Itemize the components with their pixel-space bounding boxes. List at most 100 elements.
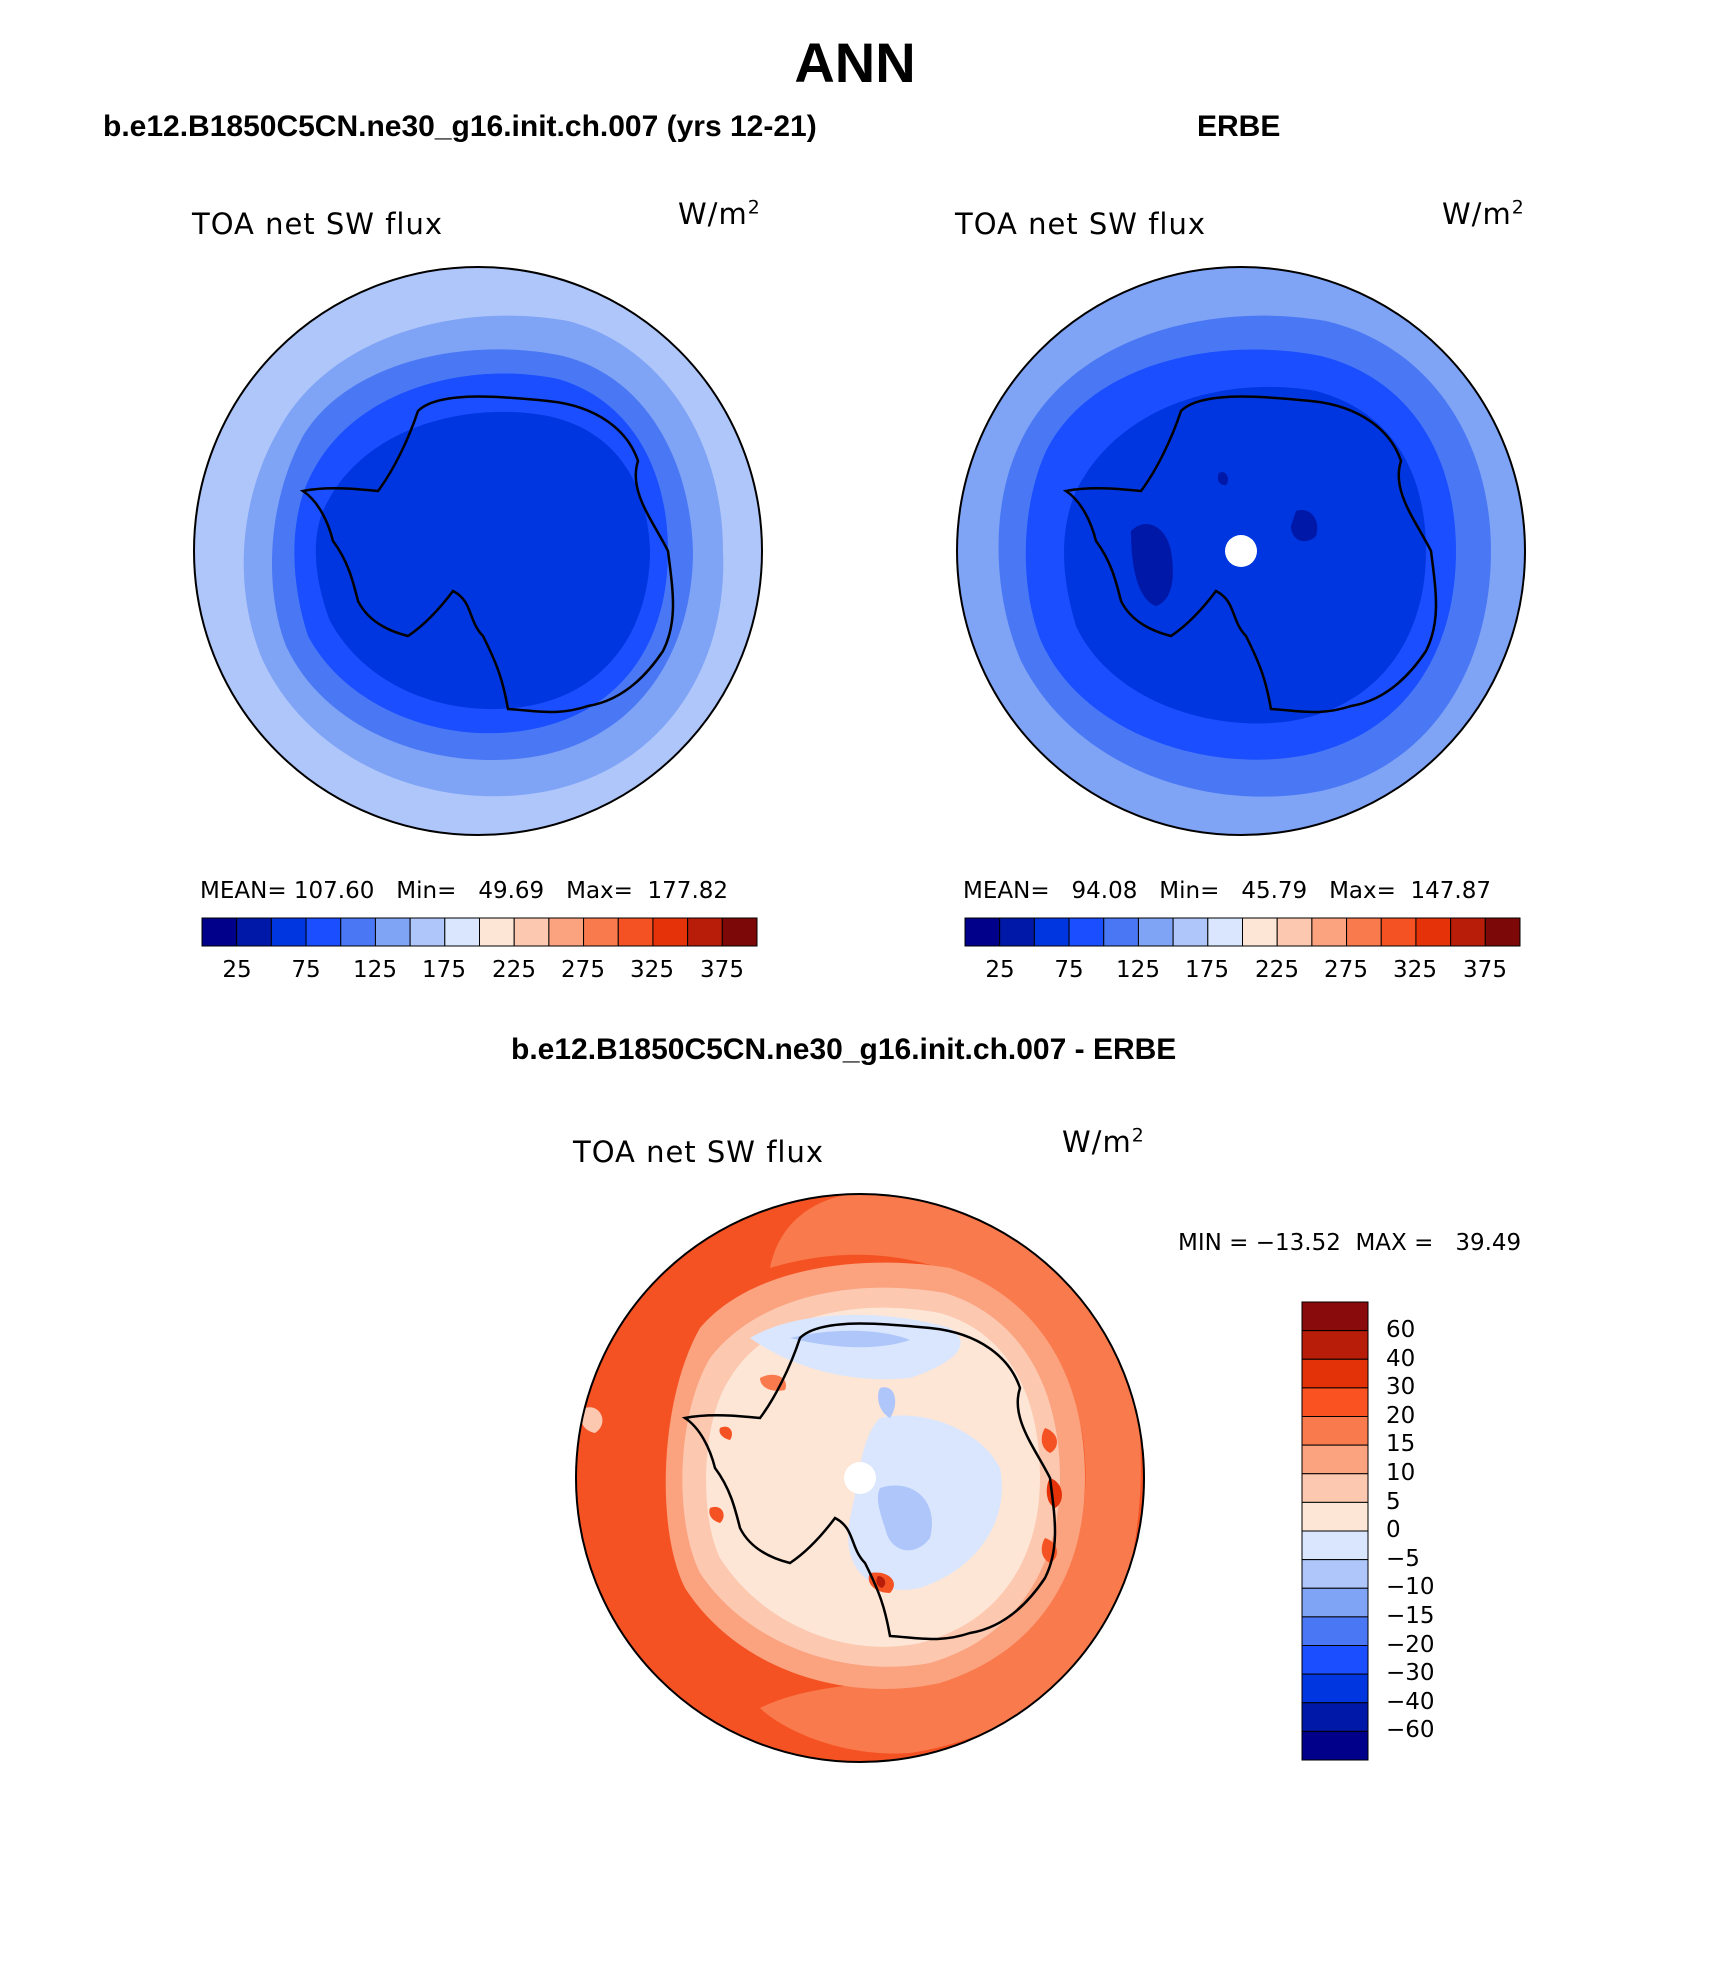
panel2-colorbar-tick: 375 [1463, 957, 1507, 983]
colorbar-swatch [1301, 1730, 1369, 1761]
panel3-colorbar-tick: 40 [1386, 1346, 1416, 1372]
colorbar-swatch [1301, 1530, 1369, 1561]
panel1-coastline [299, 395, 675, 714]
panel1-units: W/m2 [678, 197, 761, 231]
panel1-colorbar-tick: 175 [422, 957, 466, 983]
panel3-units: W/m2 [1062, 1125, 1145, 1159]
colorbar-swatch [374, 917, 411, 947]
colorbar-swatch [1484, 917, 1521, 947]
colorbar-swatch [1301, 1702, 1369, 1732]
panel3-colorbar [1301, 1301, 1369, 1761]
panel3-colorbar-tick: −5 [1386, 1546, 1420, 1572]
panel3-colorbar-tick: −10 [1386, 1574, 1435, 1600]
panel2-colorbar-tick: 325 [1393, 957, 1437, 983]
panel1-stats: MEAN= 107.60 Min= 49.69 Max= 177.82 [200, 878, 729, 904]
colorbar-swatch [721, 917, 758, 947]
panel2-stats: MEAN= 94.08 Min= 45.79 Max= 147.87 [963, 878, 1492, 904]
panel1-colorbar [201, 917, 758, 947]
colorbar-swatch [479, 917, 515, 947]
panel1-title: b.e12.B1850C5CN.ne30_g16.init.ch.007 (yr… [103, 110, 817, 143]
panel2-variable-label: TOA net SW flux [955, 207, 1207, 241]
colorbar-swatch [1301, 1616, 1369, 1647]
colorbar-swatch [1301, 1358, 1369, 1389]
panel2-title: ERBE [1197, 110, 1281, 143]
panel3-colorbar-tick: 20 [1386, 1403, 1416, 1429]
colorbar-swatch [1346, 917, 1382, 947]
colorbar-swatch [1068, 917, 1105, 947]
panel1-colorbar-tick: 275 [561, 957, 605, 983]
colorbar-swatch [652, 917, 689, 947]
colorbar-swatch [583, 917, 619, 947]
colorbar-swatch [1380, 917, 1417, 947]
colorbar-swatch [305, 917, 342, 947]
panel2-colorbar-tick: 75 [1054, 957, 1084, 983]
colorbar-swatch [617, 917, 654, 947]
panel3-colorbar-tick: −40 [1386, 1689, 1435, 1715]
panel1-colorbar-tick: 25 [222, 957, 252, 983]
panel2-units: W/m2 [1442, 197, 1525, 231]
panel3-colorbar-tick: −20 [1386, 1632, 1435, 1658]
panel2-coastline [1062, 395, 1438, 714]
colorbar-swatch [1207, 917, 1243, 947]
colorbar-swatch [1103, 917, 1139, 947]
panel3-variable-label: TOA net SW flux [573, 1135, 825, 1169]
colorbar-swatch [1033, 917, 1070, 947]
panel1-map [193, 266, 763, 836]
colorbar-swatch [999, 917, 1035, 947]
colorbar-swatch [1450, 917, 1486, 947]
panel1-variable-label: TOA net SW flux [192, 207, 444, 241]
colorbar-swatch [1301, 1330, 1369, 1360]
colorbar-swatch [1301, 1416, 1369, 1446]
panel2-colorbar-tick: 175 [1185, 957, 1229, 983]
colorbar-swatch [1311, 917, 1348, 947]
colorbar-swatch [1301, 1444, 1369, 1475]
panel3-colorbar-tick: −15 [1386, 1603, 1435, 1629]
panel3-coastline [681, 1322, 1057, 1641]
colorbar-swatch [1137, 917, 1174, 947]
colorbar-swatch [1301, 1501, 1369, 1532]
panel2-colorbar-tick: 225 [1255, 957, 1299, 983]
colorbar-swatch [201, 917, 238, 947]
panel1-colorbar-tick: 325 [630, 957, 674, 983]
panel3-colorbar-tick: 10 [1386, 1460, 1416, 1486]
colorbar-swatch [340, 917, 376, 947]
panel3-stats: MIN = −13.52 MAX = 39.49 [1178, 1230, 1522, 1256]
colorbar-swatch [687, 917, 723, 947]
colorbar-swatch [964, 917, 1001, 947]
panel3-map [575, 1193, 1145, 1763]
colorbar-swatch [513, 917, 550, 947]
colorbar-swatch [1415, 917, 1452, 947]
panel2-colorbar-tick: 125 [1116, 957, 1160, 983]
panel2-map [956, 266, 1526, 836]
colorbar-swatch [1301, 1301, 1369, 1332]
panel3-colorbar-tick: 5 [1386, 1489, 1401, 1515]
colorbar-swatch [1301, 1673, 1369, 1704]
panel3-colorbar-tick: −60 [1386, 1717, 1435, 1743]
colorbar-swatch [1276, 917, 1313, 947]
panel3-title: b.e12.B1850C5CN.ne30_g16.init.ch.007 - E… [511, 1033, 1177, 1066]
panel2-colorbar-tick: 275 [1324, 957, 1368, 983]
colorbar-swatch [270, 917, 307, 947]
colorbar-swatch [444, 917, 480, 947]
colorbar-swatch [1301, 1387, 1369, 1418]
colorbar-swatch [1301, 1559, 1369, 1589]
colorbar-swatch [1242, 917, 1278, 947]
colorbar-swatch [548, 917, 585, 947]
panel1-colorbar-tick: 225 [492, 957, 536, 983]
colorbar-swatch [1301, 1645, 1369, 1675]
panel2-colorbar-tick: 25 [985, 957, 1015, 983]
panel1-colorbar-tick: 375 [700, 957, 744, 983]
colorbar-swatch [236, 917, 272, 947]
panel1-colorbar-tick: 125 [353, 957, 397, 983]
panel3-colorbar-tick: 0 [1386, 1517, 1401, 1543]
main-title: ANN [794, 31, 916, 94]
colorbar-swatch [1172, 917, 1209, 947]
panel2-colorbar [964, 917, 1521, 947]
panel3-colorbar-tick: 30 [1386, 1374, 1416, 1400]
colorbar-swatch [409, 917, 446, 947]
panel3-colorbar-tick: −30 [1386, 1660, 1435, 1686]
panel1-colorbar-tick: 75 [291, 957, 321, 983]
colorbar-swatch [1301, 1587, 1369, 1618]
panel3-colorbar-tick: 60 [1386, 1317, 1416, 1343]
colorbar-swatch [1301, 1473, 1369, 1503]
